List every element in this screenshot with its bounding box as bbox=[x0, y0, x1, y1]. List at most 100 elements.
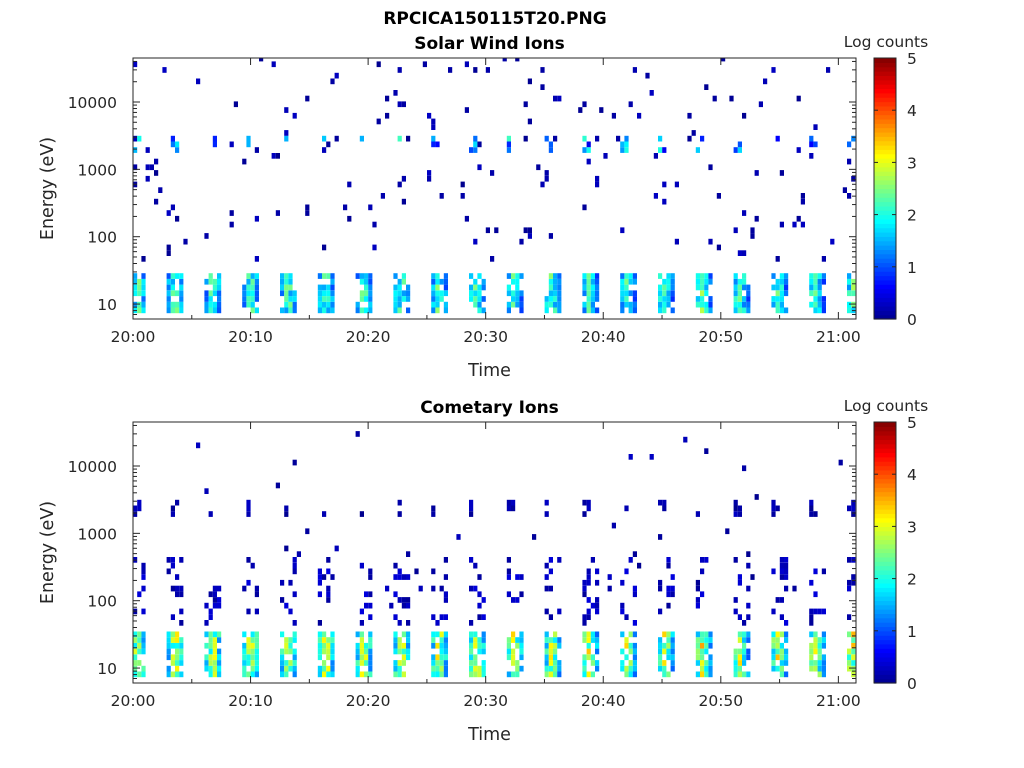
heatmap-cell bbox=[364, 290, 369, 297]
heatmap-cell bbox=[595, 608, 600, 615]
heatmap-cell bbox=[737, 505, 742, 512]
heatmap-cell bbox=[658, 534, 663, 540]
heatmap-cell bbox=[544, 671, 549, 678]
heatmap-cell bbox=[401, 648, 406, 655]
heatmap-cell bbox=[553, 301, 558, 308]
colorbar-segment bbox=[874, 166, 896, 172]
heatmap-cell bbox=[305, 528, 310, 535]
colorbar-segment bbox=[874, 526, 896, 532]
heatmap-cell bbox=[586, 158, 591, 165]
heatmap-cell bbox=[582, 204, 587, 211]
heatmap-cell bbox=[233, 101, 238, 108]
heatmap-cell bbox=[485, 227, 490, 234]
x-tick-label: 20:20 bbox=[346, 692, 391, 710]
heatmap-cell bbox=[469, 296, 474, 302]
heatmap-cell bbox=[246, 557, 251, 563]
heatmap-cell bbox=[175, 290, 180, 297]
heatmap-cell bbox=[851, 511, 856, 517]
heatmap-cell bbox=[397, 648, 402, 655]
heatmap-cell bbox=[662, 671, 667, 678]
heatmap-cell bbox=[322, 307, 327, 314]
colorbar-segment bbox=[874, 223, 896, 229]
heatmap-cell bbox=[519, 273, 524, 279]
heatmap-cell bbox=[473, 301, 478, 308]
heatmap-cell bbox=[242, 158, 247, 165]
y-tick-label: 1000 bbox=[78, 525, 117, 543]
heatmap-cell bbox=[431, 301, 436, 308]
heatmap-cell bbox=[704, 290, 709, 297]
heatmap-cell bbox=[284, 301, 289, 308]
heatmap-cell bbox=[326, 284, 331, 291]
heatmap-cell bbox=[242, 284, 247, 291]
colorbar-segment bbox=[874, 127, 896, 133]
heatmap-cell bbox=[368, 631, 373, 638]
heatmap-cell bbox=[443, 660, 448, 666]
heatmap-cell bbox=[326, 296, 331, 302]
heatmap-cell bbox=[771, 608, 776, 615]
heatmap-cell bbox=[326, 585, 331, 592]
heatmap-cell bbox=[595, 597, 600, 603]
heatmap-cell bbox=[401, 198, 406, 205]
heatmap-cell bbox=[292, 557, 297, 563]
heatmap-cell bbox=[796, 215, 801, 222]
heatmap-cell bbox=[137, 660, 142, 666]
heatmap-cell bbox=[481, 597, 486, 603]
heatmap-cell bbox=[431, 511, 436, 517]
heatmap-cell bbox=[737, 141, 742, 148]
heatmap-cell bbox=[624, 301, 629, 308]
heatmap-cell bbox=[364, 654, 369, 661]
heatmap-cell bbox=[481, 631, 486, 638]
heatmap-cell bbox=[250, 631, 255, 638]
heatmap-cell bbox=[544, 301, 549, 308]
heatmap-cell bbox=[511, 278, 516, 285]
heatmap-cell bbox=[183, 238, 188, 245]
x-tick-label: 21:00 bbox=[816, 692, 861, 710]
heatmap-cell bbox=[809, 614, 814, 620]
heatmap-cell bbox=[141, 648, 146, 655]
heatmap-cell bbox=[477, 637, 482, 643]
heatmap-cell bbox=[813, 301, 818, 308]
heatmap-cell bbox=[359, 671, 364, 678]
heatmap-cell bbox=[771, 631, 776, 638]
heatmap-cell bbox=[435, 301, 440, 308]
heatmap-cell bbox=[280, 597, 285, 603]
heatmap-cell bbox=[179, 557, 184, 563]
heatmap-cell bbox=[582, 591, 587, 598]
colorbar-segment bbox=[874, 284, 896, 290]
heatmap-cell bbox=[506, 284, 511, 291]
heatmap-cell bbox=[431, 585, 436, 592]
heatmap-cell bbox=[250, 637, 255, 643]
heatmap-cell bbox=[401, 278, 406, 285]
heatmap-cell bbox=[204, 654, 209, 661]
heatmap-cell bbox=[813, 637, 818, 643]
heatmap-cell bbox=[817, 307, 822, 314]
heatmap-cell bbox=[254, 654, 259, 661]
heatmap-cell bbox=[443, 574, 448, 580]
heatmap-cell bbox=[506, 135, 511, 142]
heatmap-cell bbox=[658, 499, 663, 506]
colorbar-segment bbox=[874, 245, 896, 250]
heatmap-cell bbox=[754, 494, 759, 500]
heatmap-cell bbox=[401, 631, 406, 638]
heatmap-cell bbox=[733, 597, 738, 603]
heatmap-cell bbox=[838, 459, 843, 466]
colorbar-segment bbox=[874, 430, 896, 436]
heatmap-cell bbox=[695, 301, 700, 308]
heatmap-cell bbox=[133, 61, 138, 68]
heatmap-cell bbox=[242, 671, 247, 678]
heatmap-cell bbox=[422, 61, 427, 68]
heatmap-cell bbox=[733, 654, 738, 661]
heatmap-cell bbox=[208, 614, 213, 620]
heatmap-cell bbox=[670, 642, 675, 649]
heatmap-cell bbox=[742, 296, 747, 302]
heatmap-cell bbox=[511, 499, 516, 506]
heatmap-cell bbox=[326, 557, 331, 563]
heatmap-cell bbox=[368, 307, 373, 314]
heatmap-cell bbox=[779, 568, 784, 575]
heatmap-cell bbox=[847, 307, 852, 314]
heatmap-cell bbox=[477, 290, 482, 297]
colorbar-segment bbox=[874, 310, 896, 316]
colorbar-segment bbox=[874, 110, 896, 116]
heatmap-cell bbox=[208, 290, 213, 297]
heatmap-cell bbox=[557, 642, 562, 649]
